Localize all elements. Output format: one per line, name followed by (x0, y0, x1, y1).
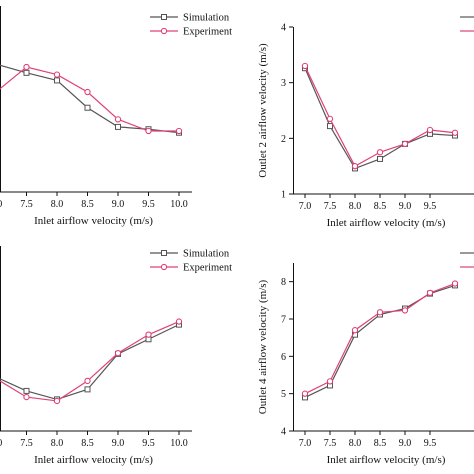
x-tick-label: 9.5 (424, 201, 437, 212)
x-axis-title: Inlet airflow velocity (m/s) (34, 454, 153, 466)
data-point-simulation (327, 123, 333, 130)
x-tick-label: 7.5 (324, 201, 337, 212)
legend-marker-experiment (160, 263, 168, 271)
series-line-experiment (304, 282, 456, 395)
data-point-experiment (53, 397, 61, 405)
x-tick-label: 8.0 (51, 199, 64, 210)
y-tick-label: 7 (281, 315, 286, 326)
x-tick-label: 7.5 (324, 438, 337, 449)
x-tick-label: 9.5 (142, 199, 155, 210)
y-tick-label: 6 (281, 352, 286, 363)
y-tick-label: 4 (281, 427, 286, 438)
legend-label-simulation: Simulation (183, 249, 230, 260)
data-point-experiment (326, 115, 334, 122)
x-tick-label: 8.0 (349, 438, 362, 449)
data-point-simulation (23, 387, 30, 394)
legend: Simulation Experiment (150, 13, 232, 38)
data-point-simulation (115, 123, 121, 130)
x-tick-label: 7.5 (20, 199, 33, 210)
legend-marker-simulation (161, 14, 167, 20)
y-tick-label: 1 (281, 190, 286, 201)
data-point-experiment (301, 62, 309, 70)
data-point-simulation (84, 386, 91, 393)
x-tick-label: 7.5 (20, 438, 33, 449)
panel-bottom-left: 7.0 7.5 8.0 8.5 9.0 9.5 10.0 Inlet airflow velo… (0, 246, 232, 466)
x-tick-label: 8.5 (374, 201, 387, 212)
panel-bottom-right: 7.0 7.5 8.0 8.5 9.0 9.5 4 5 6 7 8 Inlet airflow vel… (257, 252, 474, 466)
data-point-experiment (84, 88, 91, 96)
x-axis-title: Inlet airflow velocity (m/s) (327, 217, 446, 229)
x-tick-label: 8.5 (81, 438, 94, 449)
x-tick-label: 9.0 (112, 438, 125, 449)
y-tick-label: 8 (281, 277, 286, 288)
legend-label-experiment: Experiment (183, 263, 232, 274)
data-point-experiment (84, 377, 91, 385)
y-tick-label: 3 (281, 78, 286, 89)
legend-cropped (460, 252, 474, 268)
legend-label-experiment: Experiment (183, 27, 232, 38)
x-tick-label: 7.0 (0, 199, 2, 210)
y-axis-title: Outlet 4 airflow velocity (m/s) (257, 279, 269, 414)
data-point-simulation (54, 77, 60, 84)
y-tick-label: 5 (281, 389, 286, 400)
data-point-experiment (301, 390, 309, 397)
x-tick-label: 8.0 (51, 438, 64, 449)
data-point-simulation (84, 104, 91, 111)
y-axis-title: Outlet 2 airflow velocity (m/s) (257, 43, 269, 178)
panel-top-left: 7.0 7.5 8.0 8.5 9.0 9.5 10.0 Inlet airflow velo… (0, 6, 232, 227)
x-tick-label: 9.0 (112, 199, 125, 210)
data-point-experiment (23, 63, 30, 71)
panel-top-right: 7.0 7.5 8.0 8.5 9.0 9.5 1 2 3 4 Inlet airflow velo… (257, 16, 474, 229)
legend: Simulation Experiment (150, 249, 232, 274)
x-tick-label: 8.5 (374, 438, 387, 449)
data-point-experiment (114, 116, 122, 123)
x-tick-label: 7.0 (299, 438, 312, 449)
data-point-experiment (401, 140, 409, 148)
x-tick-label: 10.0 (170, 438, 188, 449)
x-tick-label: 7.0 (0, 438, 2, 449)
data-point-simulation (23, 69, 30, 76)
x-tick-label: 9.0 (399, 201, 412, 212)
data-point-experiment (376, 149, 384, 156)
data-point-experiment (426, 289, 434, 297)
data-point-experiment (351, 163, 359, 170)
x-tick-label: 9.5 (424, 438, 437, 449)
data-point-experiment (351, 327, 359, 334)
x-axis-title: Inlet airflow velocity (m/s) (327, 454, 446, 466)
data-point-experiment (23, 393, 30, 401)
series-line-experiment (0, 66, 179, 132)
x-tick-label: 9.0 (399, 438, 412, 449)
data-point-experiment (451, 129, 459, 136)
x-tick-label: 7.0 (299, 201, 312, 212)
data-point-experiment (326, 378, 334, 385)
x-axis-title: Inlet airflow velocity (m/s) (34, 215, 153, 227)
x-tick-label: 10.0 (170, 199, 188, 210)
data-point-experiment (175, 127, 183, 135)
data-point-experiment (145, 331, 152, 338)
legend-label-simulation: Simulation (183, 13, 230, 24)
x-tick-label: 9.5 (142, 438, 155, 449)
y-tick-label: 2 (281, 134, 286, 145)
data-point-experiment (145, 127, 152, 135)
data-point-experiment (53, 71, 61, 78)
data-point-experiment (114, 349, 122, 357)
data-point-experiment (175, 318, 183, 325)
legend-marker-simulation (161, 250, 167, 256)
legend-marker-experiment (160, 27, 168, 35)
x-tick-label: 8.5 (81, 199, 94, 210)
data-point-experiment (451, 280, 459, 287)
x-tick-label: 8.0 (349, 201, 362, 212)
data-point-experiment (426, 126, 434, 134)
y-tick-label: 4 (281, 23, 286, 34)
legend-cropped (460, 16, 474, 32)
data-point-experiment (376, 309, 384, 316)
data-point-simulation (377, 155, 383, 162)
data-point-experiment (401, 307, 409, 314)
